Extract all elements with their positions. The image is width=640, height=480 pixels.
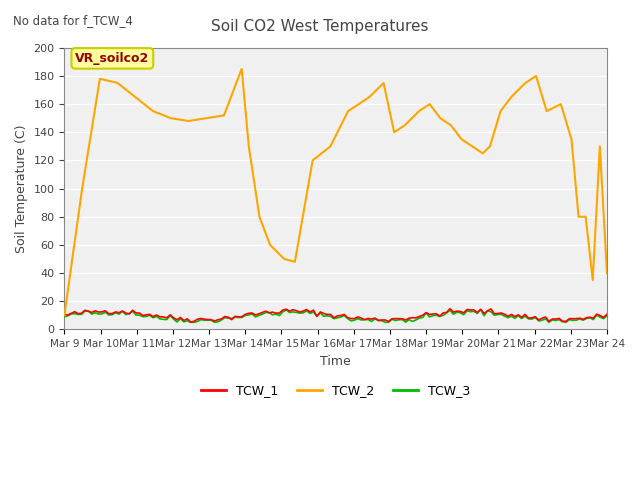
Text: No data for f_TCW_4: No data for f_TCW_4 <box>13 14 132 27</box>
Y-axis label: Soil Temperature (C): Soil Temperature (C) <box>15 124 28 253</box>
Text: VR_soilco2: VR_soilco2 <box>76 52 150 65</box>
Text: Soil CO2 West Temperatures: Soil CO2 West Temperatures <box>211 19 429 34</box>
Legend: TCW_1, TCW_2, TCW_3: TCW_1, TCW_2, TCW_3 <box>196 379 476 402</box>
X-axis label: Time: Time <box>320 355 351 368</box>
